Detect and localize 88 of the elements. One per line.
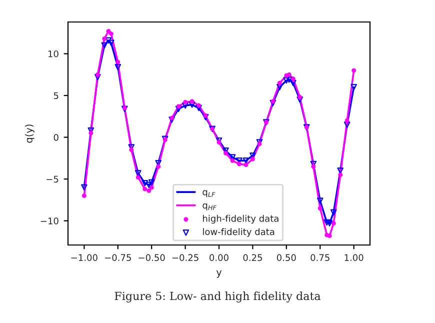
- point: [95, 72, 100, 77]
- point: [344, 118, 350, 123]
- point: [316, 198, 324, 204]
- point: [196, 104, 202, 112]
- point: [257, 142, 262, 146]
- point: [327, 234, 332, 238]
- point: [324, 219, 330, 226]
- point: [183, 100, 188, 104]
- point: [250, 156, 255, 162]
- point: [106, 28, 111, 34]
- point: [196, 103, 202, 108]
- point: [276, 84, 283, 90]
- point: [350, 84, 357, 90]
- point: [168, 116, 175, 123]
- x-tick-label: −1.00: [71, 254, 98, 262]
- x-tick-label: 1.00: [344, 254, 364, 262]
- point: [330, 209, 337, 216]
- point: [148, 179, 155, 186]
- point: [216, 140, 222, 145]
- legend-label: q$_{HF}$: [202, 203, 216, 210]
- point: [108, 31, 114, 36]
- x-axis-title: y: [216, 270, 222, 278]
- point: [82, 193, 86, 198]
- x-tick-label: 0.00: [210, 254, 228, 262]
- caption: Figure 5: Low- and high fidelity data: [114, 292, 321, 302]
- legend-label: q$_{LF}$: [202, 190, 216, 198]
- point: [318, 206, 322, 210]
- y-axis-title: q(y): [24, 124, 34, 143]
- x-tick-label: −0.75: [105, 254, 131, 262]
- point: [88, 130, 94, 136]
- point: [114, 64, 122, 70]
- point: [156, 164, 161, 169]
- point: [338, 172, 343, 178]
- point: [352, 68, 356, 73]
- point: [134, 170, 142, 176]
- x-tick-label: 0.25: [243, 254, 262, 262]
- point: [129, 148, 134, 152]
- point: [190, 99, 194, 104]
- point: [149, 185, 154, 190]
- point: [242, 157, 250, 164]
- point: [170, 116, 174, 120]
- point: [175, 106, 182, 112]
- point: [105, 37, 112, 44]
- point: [101, 42, 108, 49]
- point: [146, 182, 152, 188]
- point: [142, 180, 148, 186]
- point: [331, 221, 336, 226]
- point: [286, 72, 292, 77]
- point: [202, 114, 209, 120]
- point: [182, 102, 188, 109]
- x-tick-label: −0.25: [172, 254, 198, 262]
- point: [286, 76, 292, 83]
- y-tick-label: 5: [54, 92, 58, 100]
- point: [270, 100, 276, 106]
- point: [116, 60, 120, 64]
- point: [244, 162, 248, 168]
- point: [270, 99, 276, 104]
- x-tick-label: 0.50: [276, 254, 296, 262]
- point: [176, 104, 181, 109]
- point: [102, 36, 107, 41]
- point: [344, 122, 350, 128]
- point: [230, 158, 235, 163]
- point: [290, 80, 296, 86]
- y-tick-label: −5: [46, 176, 58, 183]
- y-tick-label: 0: [54, 134, 58, 141]
- point: [296, 96, 304, 103]
- point: [94, 74, 101, 80]
- point: [277, 80, 282, 86]
- point: [283, 77, 290, 84]
- point: [188, 102, 196, 108]
- x-tick-label: 0.75: [310, 254, 330, 262]
- point: [146, 188, 152, 193]
- point: [142, 186, 148, 192]
- point: [298, 94, 302, 100]
- point: [203, 113, 208, 118]
- point: [236, 162, 242, 166]
- x-tick-label: −0.50: [138, 254, 165, 262]
- y-tick-label: −10: [40, 218, 58, 224]
- point: [326, 220, 333, 226]
- legend-label: low-fidelity data: [203, 228, 274, 237]
- point: [311, 164, 316, 169]
- point: [223, 150, 228, 156]
- y-tick-label: 10: [48, 50, 58, 58]
- point: [81, 184, 88, 191]
- point: [108, 40, 114, 46]
- point: [290, 76, 296, 82]
- legend-label: high-fidelity data: [203, 214, 278, 224]
- point: [136, 175, 140, 180]
